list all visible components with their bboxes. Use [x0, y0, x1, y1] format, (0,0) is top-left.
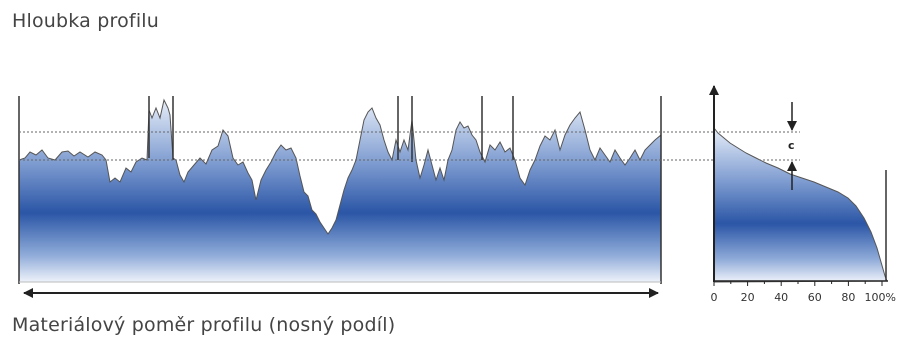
x-tick-label: 20	[741, 291, 755, 304]
c-dimension: c	[787, 102, 797, 190]
roughness-profile	[18, 96, 662, 284]
profile-spikes	[148, 96, 514, 162]
profile-depth-label: Hloubka profilu	[12, 10, 160, 32]
abbott-curve-area	[713, 126, 888, 283]
x-tick-label: 0	[711, 291, 718, 304]
x-tick-label: 40	[774, 291, 788, 304]
profile-area	[18, 98, 662, 283]
abbott-x-ticks: 0 20 40 60 80 100%	[711, 281, 896, 304]
abbott-curve: 0 20 40 60 80 100%	[709, 85, 896, 304]
x-tick-label: 60	[808, 291, 822, 304]
c-label: c	[788, 139, 795, 152]
material-ratio-label: Materiálový poměr profilu (nosný podíl)	[12, 314, 396, 336]
x-tick-label: 100%	[865, 291, 896, 304]
x-tick-label: 80	[841, 291, 855, 304]
